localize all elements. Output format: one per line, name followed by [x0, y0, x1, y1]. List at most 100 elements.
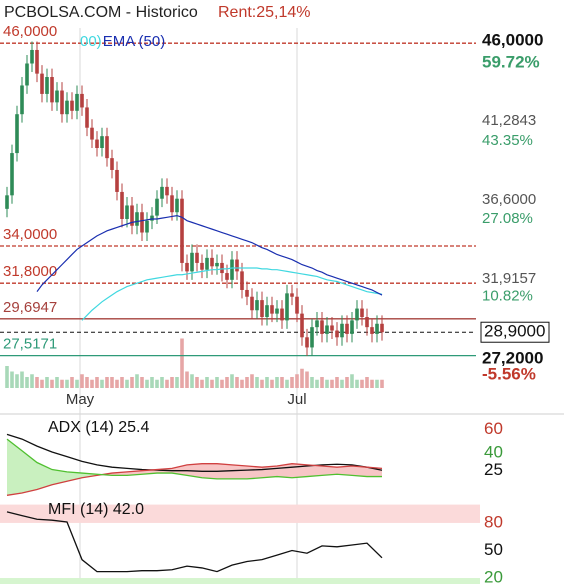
- volume-bar: [285, 379, 289, 388]
- candle-body: [165, 186, 169, 196]
- volume-bar: [265, 377, 269, 388]
- candle-body: [195, 252, 199, 263]
- y2-tick-label: 10.82%: [482, 288, 533, 305]
- volume-bar: [225, 377, 229, 388]
- candle-body: [80, 93, 84, 108]
- volume-bar: [350, 374, 354, 388]
- candle-body: [10, 153, 14, 196]
- volume-bar: [310, 377, 314, 388]
- volume-bar: [15, 374, 19, 388]
- candle-body: [355, 308, 359, 321]
- chart-title: PCBOLSA.COM - Historico: [4, 4, 198, 21]
- di-fill: [52, 469, 67, 485]
- candle-body: [300, 313, 304, 338]
- volume-bar: [185, 371, 189, 388]
- y2-tick-label: 27.08%: [482, 210, 533, 227]
- ma-line: [81, 267, 383, 321]
- volume-bar: [50, 379, 54, 388]
- volume-bar: [60, 379, 64, 388]
- candle-body: [85, 107, 89, 128]
- candle-body: [20, 85, 24, 115]
- candle-body: [65, 100, 69, 115]
- volume-bar: [5, 366, 9, 388]
- candle-body: [265, 305, 269, 318]
- candle-body: [260, 300, 264, 318]
- volume-bar: [90, 379, 94, 388]
- candle-body: [100, 136, 104, 148]
- y-tick-label: 80: [484, 512, 503, 531]
- volume-bar: [120, 377, 124, 388]
- candle-body: [375, 323, 379, 334]
- volume-bar: [290, 377, 294, 388]
- volume-bar: [240, 379, 244, 388]
- volume-bar: [230, 374, 234, 388]
- candle-body: [210, 257, 214, 267]
- volume-bar: [210, 379, 214, 388]
- candle-body: [285, 293, 289, 321]
- level-label: 34,0000: [3, 226, 57, 243]
- candle-body: [45, 77, 49, 94]
- candle-body: [95, 139, 99, 148]
- candle-body: [40, 73, 44, 94]
- y-tick-label: 20: [484, 568, 503, 584]
- volume-bar: [235, 377, 239, 388]
- level-label: 46,0000: [3, 23, 57, 40]
- level-label: 29,6947: [3, 299, 57, 316]
- volume-bar: [135, 374, 139, 388]
- di-fill: [247, 466, 262, 479]
- volume-bar: [10, 371, 14, 388]
- volume-bar: [25, 377, 29, 388]
- candle-body: [270, 305, 274, 314]
- y-tick-label: 50: [484, 540, 503, 559]
- candle-body: [330, 325, 334, 331]
- y-tick-label: 41,2843: [482, 112, 536, 129]
- volume-bar: [65, 379, 69, 388]
- candle-body: [230, 259, 234, 280]
- volume-bar: [300, 368, 304, 388]
- volume-bar: [205, 377, 209, 388]
- volume-bar: [345, 377, 349, 388]
- indicator-title: MFI (14) 42.0: [48, 501, 144, 518]
- volume-bar: [315, 379, 319, 388]
- volume-bar: [55, 377, 59, 388]
- y-tick-label: 36,6000: [482, 191, 536, 208]
- di-fill: [67, 471, 82, 482]
- candle-body: [180, 198, 184, 263]
- candle-body: [145, 220, 149, 233]
- indicator-title: ADX (14) 25.4: [48, 419, 149, 436]
- volume-bar: [365, 377, 369, 388]
- candle-body: [200, 262, 204, 270]
- candle-body: [170, 195, 174, 213]
- candle-body: [130, 205, 134, 226]
- level-label: 31,8000: [3, 263, 57, 280]
- di-fill: [307, 464, 322, 477]
- candle-body: [150, 215, 154, 221]
- volume-bar: [165, 379, 169, 388]
- candle-body: [185, 262, 189, 272]
- volume-bar: [125, 379, 129, 388]
- candle-body: [315, 320, 319, 328]
- indicator-line: [6, 438, 382, 480]
- candle-body: [225, 273, 229, 280]
- x-tick-label: Jul: [287, 391, 306, 408]
- candle-body: [320, 320, 324, 334]
- volume-bar: [70, 377, 74, 388]
- di-fill: [37, 462, 52, 490]
- candle-body: [245, 289, 249, 297]
- volume-bar: [150, 377, 154, 388]
- y-tick-label: 60: [484, 419, 503, 438]
- candle-body: [5, 195, 9, 209]
- volume-bar: [170, 377, 174, 388]
- volume-bar: [140, 377, 144, 388]
- candle-body: [115, 169, 119, 192]
- candle-body: [160, 186, 164, 199]
- volume-bar: [35, 377, 39, 388]
- volume-bar: [45, 377, 49, 388]
- candle-body: [50, 77, 54, 103]
- volume-bar: [80, 374, 84, 388]
- y-tick-label: 40: [484, 443, 503, 462]
- legend-label: 00): [80, 33, 102, 50]
- volume-bar: [85, 377, 89, 388]
- candle-body: [75, 93, 79, 111]
